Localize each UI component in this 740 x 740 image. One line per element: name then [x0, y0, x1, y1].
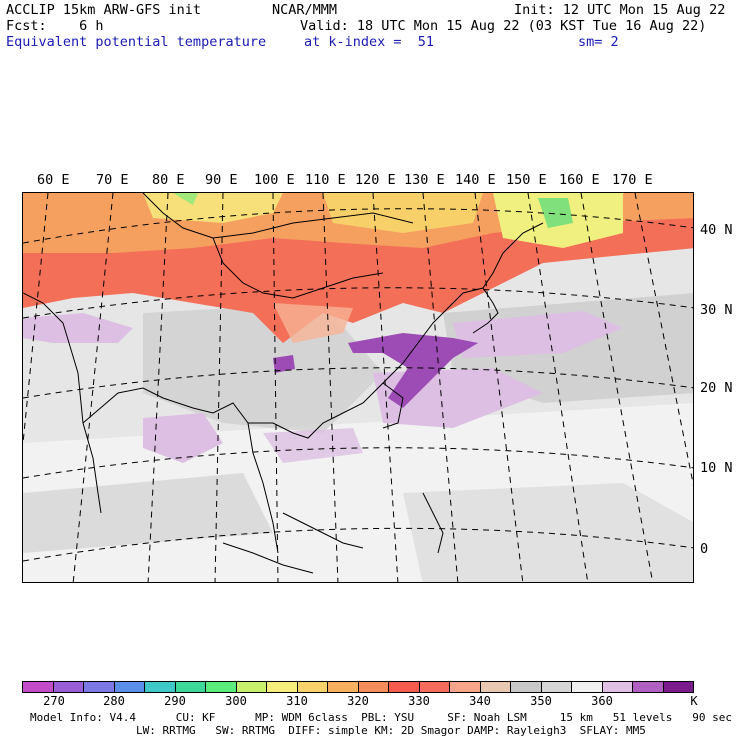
lon-label: 170 E	[612, 172, 653, 188]
colorbar	[22, 681, 694, 693]
lon-label: 80 E	[152, 172, 185, 188]
lon-label: 100 E	[254, 172, 295, 188]
colorbar-tick: 290	[164, 694, 186, 708]
theta-e-map	[22, 192, 694, 583]
colorbar-tick: 350	[530, 694, 552, 708]
lat-label: 0	[700, 541, 709, 557]
colorbar-swatch	[602, 682, 633, 692]
colorbar-tick: 310	[286, 694, 308, 708]
model-physics: LW: RRTMG SW: RRTMG DIFF: simple KM: 2D …	[30, 724, 646, 737]
colorbar-tick: 360	[591, 694, 613, 708]
colorbar-swatch	[389, 682, 420, 692]
k-index: at k-index = 51	[304, 34, 435, 50]
lon-label: 150 E	[506, 172, 547, 188]
model-title: ACCLIP 15km ARW-GFS init	[6, 2, 202, 18]
colorbar-unit: K	[690, 694, 698, 708]
colorbar-tick: 280	[103, 694, 125, 708]
smoothing: sm= 2	[578, 34, 619, 50]
colorbar-swatch	[84, 682, 115, 692]
colorbar-swatch	[358, 682, 389, 692]
colorbar-swatch	[480, 682, 511, 692]
lon-label: 160 E	[559, 172, 600, 188]
forecast-hour: Fcst: 6 h	[6, 18, 104, 34]
lon-label: 120 E	[355, 172, 396, 188]
lat-label: 40 N	[700, 222, 733, 238]
colorbar-swatch	[541, 682, 572, 692]
colorbar-swatch	[572, 682, 603, 692]
colorbar-swatch	[53, 682, 84, 692]
colorbar-swatch	[236, 682, 267, 692]
colorbar-swatch	[23, 682, 54, 692]
valid-time: Valid: 18 UTC Mon 15 Aug 22 (03 KST Tue …	[300, 18, 707, 34]
lon-label: 130 E	[404, 172, 445, 188]
lon-label: 140 E	[455, 172, 496, 188]
colorbar-swatch	[206, 682, 237, 692]
lat-label: 10 N	[700, 460, 733, 476]
colorbar-swatch	[114, 682, 145, 692]
institution-label: NCAR/MMM	[272, 2, 338, 18]
lon-label: 60 E	[37, 172, 70, 188]
colorbar-swatch	[267, 682, 298, 692]
colorbar-swatch	[145, 682, 176, 692]
colorbar-swatch	[663, 682, 693, 692]
colorbar-swatch	[419, 682, 450, 692]
colorbar-swatch	[328, 682, 359, 692]
field-name: Equivalent potential temperature	[6, 34, 267, 50]
colorbar-tick: 330	[408, 694, 430, 708]
model-info: Model Info: V4.4 CU: KF MP: WDM 6class P…	[30, 711, 732, 724]
colorbar-tick: 300	[225, 694, 247, 708]
lon-label: 70 E	[96, 172, 129, 188]
lon-label: 90 E	[205, 172, 238, 188]
colorbar-swatch	[633, 682, 664, 692]
colorbar-swatch	[297, 682, 328, 692]
lat-label: 20 N	[700, 380, 733, 396]
colorbar-tick: 270	[43, 694, 65, 708]
colorbar-tick: 320	[347, 694, 369, 708]
colorbar-swatch	[450, 682, 481, 692]
colorbar-swatch	[511, 682, 542, 692]
colorbar-swatch	[175, 682, 206, 692]
lat-label: 30 N	[700, 302, 733, 318]
colorbar-tick: 340	[469, 694, 491, 708]
init-time: Init: 12 UTC Mon 15 Aug 22	[514, 2, 726, 18]
lon-label: 110 E	[305, 172, 346, 188]
